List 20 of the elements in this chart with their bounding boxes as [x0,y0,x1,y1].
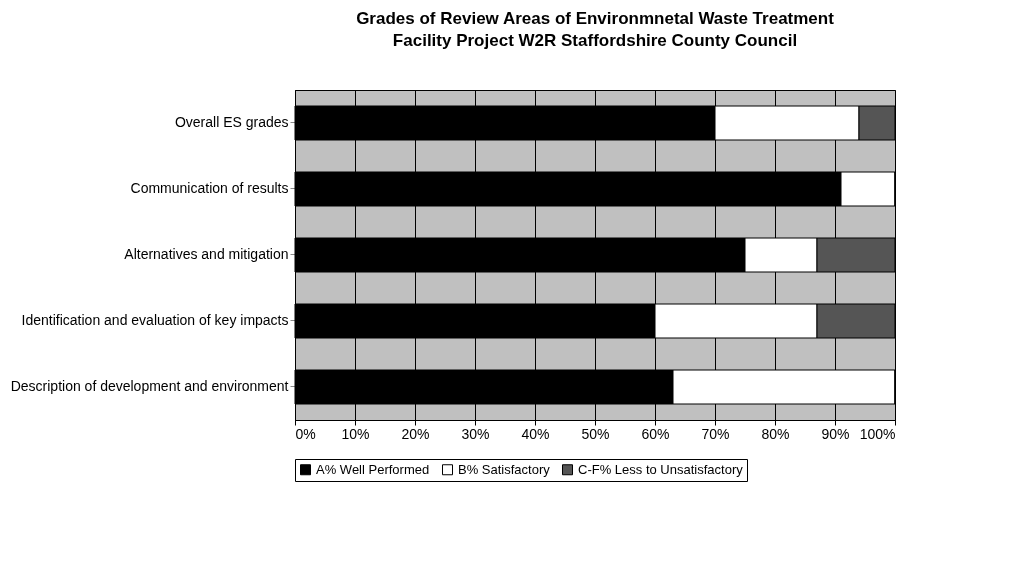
x-tick-label: 30% [461,425,490,442]
x-tick-label: 70% [701,425,730,442]
x-tick-label: 40% [521,425,550,442]
x-tick-label: 90% [821,425,850,442]
y-tick-label: Identification and evaluation of key impacts [21,312,289,328]
x-tick-label: 10% [341,425,370,442]
x-tick-label: 80% [761,425,790,442]
x-tick-label: 50% [581,425,610,442]
legend-label: B% Satisfactory [458,461,551,477]
y-tick-label: Communication of results [130,180,289,196]
y-tick-label: Description of development and environment [10,378,289,394]
chart-title: Grades of Review Areas of Environmnetal Waste Treatment Facility Project W2R Staffordshire County Council [356,9,835,50]
x-tick-label: 60% [641,425,670,442]
y-tick-label: Overall ES grades [174,114,289,130]
legend-label: A% Well Performed [316,461,430,477]
x-tick-label: 20% [401,425,430,442]
legend-label: C-F% Less to Unsatisfactory [578,461,744,477]
x-tick-label: 100% [859,425,896,442]
y-tick-label: Alternatives and mitigation [124,246,289,262]
x-tick-label: 0% [295,425,316,442]
